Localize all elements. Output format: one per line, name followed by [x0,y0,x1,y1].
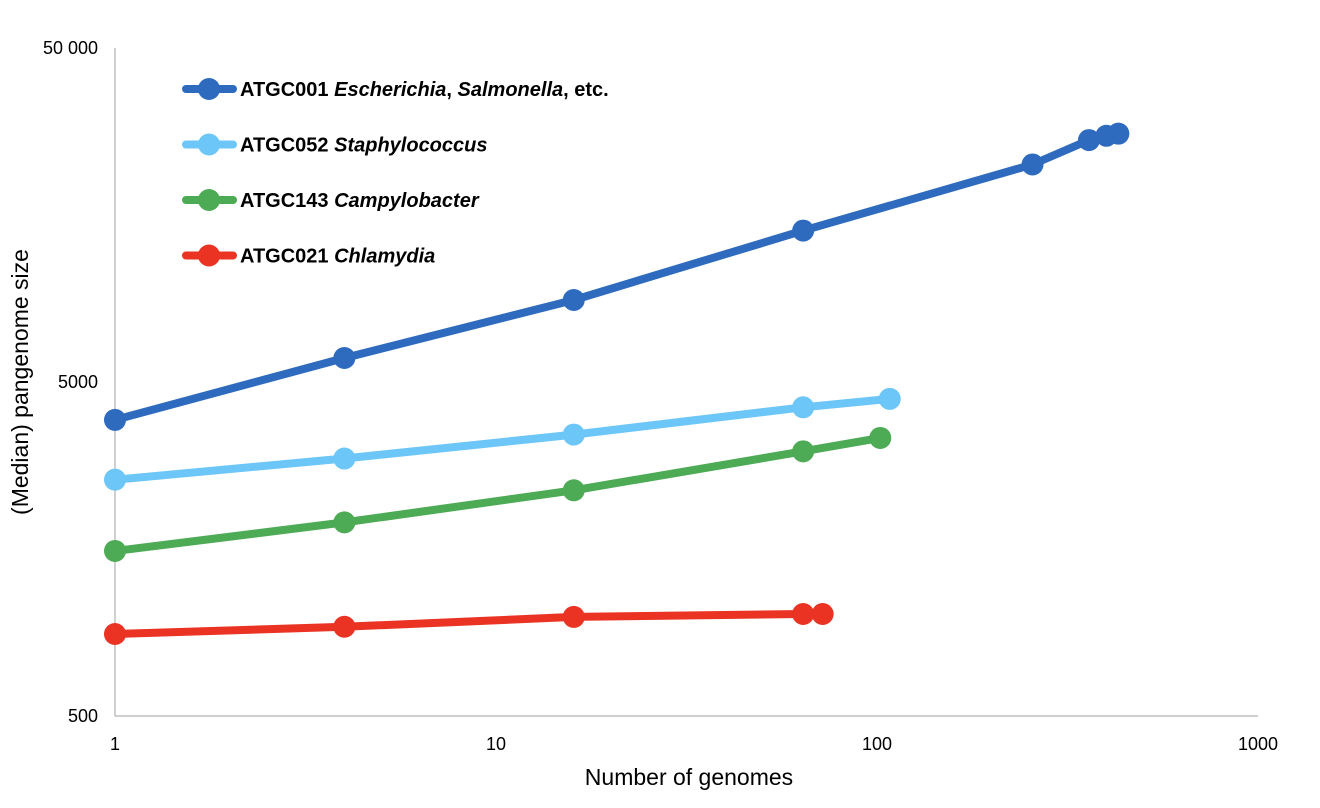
data-point [562,479,585,502]
data-point [869,426,892,449]
data-point [1077,129,1100,152]
series-line [111,610,827,638]
data-point [792,603,815,626]
legend-item: ATGC143 Campylobacter [182,189,480,212]
data-point [792,440,815,463]
series-line [111,129,1123,424]
legend-item: ATGC052 Staphylococcus [182,133,488,157]
data-point [1107,122,1130,145]
legend-label: ATGC143 Campylobacter [240,190,480,212]
legend-swatch-marker [198,133,220,156]
x-tick-label: 10 [486,734,506,754]
data-point [562,423,585,446]
legend: ATGC001 Escherichia, Salmonella, etc. ATG… [182,78,609,268]
x-tick-label: 100 [862,734,892,754]
y-tick-label: 50 000 [43,38,98,58]
data-point [104,539,126,562]
data-point [811,603,834,626]
data-point [792,396,815,419]
legend-swatch-marker [198,244,220,267]
data-point [1021,153,1044,176]
data-point [104,468,126,491]
data-point [562,288,585,311]
legend-label: ATGC001 Escherichia, Salmonella, etc. [240,79,609,101]
legend-item: ATGC001 Escherichia, Salmonella, etc. [182,78,609,101]
x-tick-label: 1 [110,734,120,754]
data-point [333,615,356,638]
legend-swatch-marker [198,189,220,211]
y-axis-title: (Median) pangenome size [7,249,33,515]
series [104,387,901,491]
data-point [333,511,356,534]
y-tick-label: 500 [68,706,98,726]
data-point [792,219,815,242]
legend-swatch-marker [198,78,220,100]
legend-item: ATGC021 Chlamydia [182,244,435,268]
y-tick-label: 5000 [58,372,98,392]
y-axis-ticks: 500 5000 50 000 [43,38,98,726]
data-point [333,447,356,470]
data-point [562,605,585,628]
x-axis-title: Number of genomes [585,764,793,790]
series-layer [104,122,1130,645]
x-tick-label: 1000 [1238,734,1278,754]
series-line [111,394,894,484]
data-point [878,387,901,410]
data-point [104,622,126,645]
series [104,426,892,562]
legend-label: ATGC021 Chlamydia [240,246,435,268]
series [104,122,1130,431]
data-point [333,346,356,369]
legend-label: ATGC052 Staphylococcus [240,135,488,157]
x-axis-ticks: 1 10 100 1000 [110,734,1278,754]
data-point [104,408,126,431]
series [104,603,834,645]
series-line [111,433,885,555]
